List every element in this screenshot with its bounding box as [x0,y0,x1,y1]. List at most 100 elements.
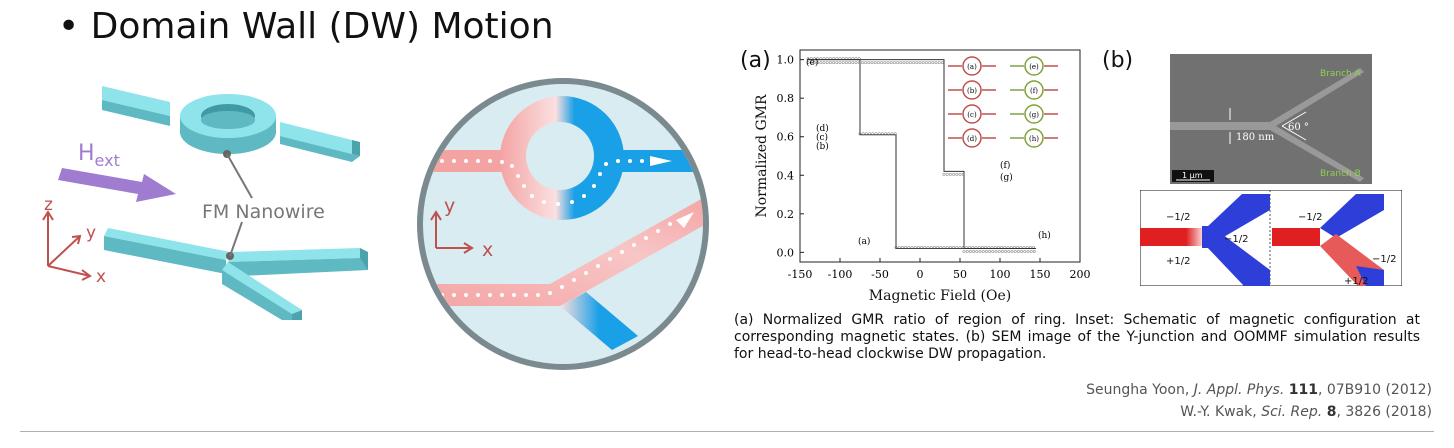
gmr-point [884,132,888,136]
gmr-point [1020,250,1024,253]
gmr-point [952,172,956,176]
gmr-point [854,61,858,65]
gmr-point [1013,250,1017,253]
gmr-point [929,246,933,249]
gmr-point [873,61,877,65]
gmr-point [1026,250,1030,253]
gmr-point [948,172,952,176]
gmr-point [896,61,900,65]
gmr-point [972,250,976,253]
gmr-point [981,250,985,253]
gmr-point [915,61,919,65]
axis-y-label: y [86,223,96,243]
gmr-point [806,61,810,65]
inset-ring [1024,56,1044,76]
sim-left-label-2: −1/2 [1224,234,1248,245]
inset-label: (g) [1029,111,1039,119]
field-arrow-icon [58,168,176,202]
gmr-point [861,132,865,136]
sim-left-label-1: −1/2 [1166,212,1190,223]
panel-b-label: (b) [1102,48,1134,73]
gmr-point [897,246,901,249]
gmr-point [945,246,949,249]
gmr-point [886,61,890,65]
gmr-point [997,250,1001,253]
gmr-point [828,61,832,65]
gmr-point [948,246,952,249]
circle-axes-icon [430,210,474,254]
sim-right-label-2: −1/2 [1372,254,1396,265]
gmr-point [864,132,868,136]
figure-caption: (a) Normalized GMR ratio of region of ri… [734,312,1420,362]
slide-title: • Domain Wall (DW) Motion [58,6,554,47]
gmr-point [934,61,938,65]
inset-ring [962,56,982,76]
x-tick-label: -50 [871,268,889,281]
gmr-point [902,61,906,65]
gmr-point [819,61,823,65]
gmr-point [978,250,982,253]
curve-label-f: (f) [1000,160,1010,171]
gmr-point [876,61,880,65]
inset-label: (h) [1029,135,1039,143]
curve-label-e: (e) [806,57,818,68]
x-tick-label: 0 [917,268,924,281]
gmr-point [812,61,816,65]
gmr-point [918,61,922,65]
gmr-point [858,132,862,136]
gmr-point [899,61,903,65]
y-junction-nanowire [104,228,368,320]
gmr-point [912,61,916,65]
gmr-point [939,246,943,249]
x-tick-label: 150 [1030,268,1051,281]
gmr-point [893,132,897,136]
panel-a-label: (a) [740,48,771,73]
dw-zoom-circle-figure: y x [417,78,709,370]
oommf-simulation: −1/2 −1/2 +1/2 −1/2 −1/2 +1/2 [1140,190,1402,286]
y-tick-label: 0.8 [777,92,795,105]
circle-axis-x-label: x [482,239,493,261]
gmr-point [921,61,925,65]
reference-1: Seungha Yoon, J. Appl. Phys. 111, 07B910… [1086,382,1432,398]
plot-frame [799,49,1081,263]
gmr-xlabel: Magnetic Field (Oe) [869,288,1011,304]
axis-x-label: x [96,267,106,287]
gmr-point [889,61,893,65]
gmr-point [870,61,874,65]
nanowire-3d-figure: Hext FM Nanowire z y x [42,86,368,320]
curve-label-g: (g) [1000,172,1013,183]
sim-right-label-3: +1/2 [1344,276,1368,286]
inset-ring [962,80,982,100]
nanowire-label: FM Nanowire [202,201,325,223]
angle-label: 60 ° [1288,122,1309,133]
gmr-point [871,132,875,136]
gmr-point [942,246,946,249]
gmr-point [984,250,988,253]
footer-divider [20,431,1434,432]
gmr-point [848,61,852,65]
gmr-point [994,250,998,253]
gmr-point [955,172,959,176]
gmr-point [877,132,881,136]
curve-label-c: (c) [816,132,828,143]
gmr-point [868,132,872,136]
gmr-point [932,246,936,249]
gmr-point [945,172,949,176]
gmr-point [942,172,946,176]
gmr-point [1010,250,1014,253]
gmr-point [874,132,878,136]
gmr-series-line [808,59,1036,250]
x-tick-label: 50 [953,268,967,281]
x-tick-label: -150 [788,268,813,281]
x-tick-label: 200 [1070,268,1091,281]
gmr-point [1023,250,1027,253]
gmr-point [1007,250,1011,253]
gmr-point [900,246,904,249]
inset-ring [962,104,982,124]
y-tick-label: 0.4 [777,169,795,182]
gmr-point [913,246,917,249]
gmr-point [904,246,908,249]
gmr-point [975,250,979,253]
gmr-point [907,246,911,249]
gmr-point [955,246,959,249]
